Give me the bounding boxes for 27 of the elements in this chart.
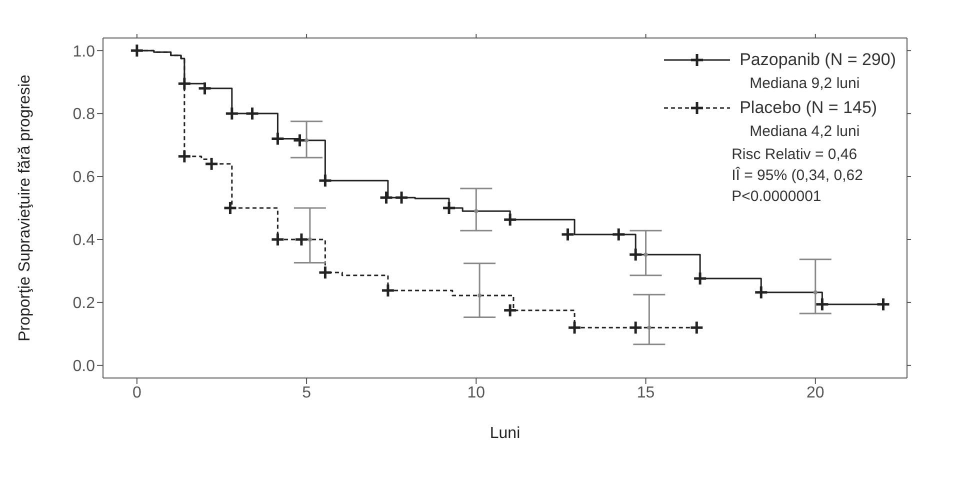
x-axis-title: Luni (490, 425, 520, 442)
y-tick-label: 0.2 (72, 295, 96, 312)
point (647, 326, 652, 330)
x-tick-label: 15 (636, 384, 655, 402)
y-tick-label: 0.6 (72, 169, 96, 186)
point (813, 290, 818, 294)
y-tick-label: 1.0 (72, 43, 96, 60)
point (478, 294, 482, 298)
annotation: P<0.0000001 (730, 187, 822, 207)
y-axis-title: Proporţie Supravieţuire fără progresie (16, 74, 34, 342)
point (308, 237, 312, 242)
y-tick-label: 0.4 (72, 232, 96, 250)
x-tick-label: 20 (806, 384, 824, 402)
x-tick-label: 10 (467, 384, 486, 402)
x-tick-label: 0 (132, 384, 142, 402)
legend-label: Pazopanib (N = 290) (740, 49, 896, 71)
annotation: IÎ = 95% (0,34, 0,62 (730, 166, 864, 186)
point (304, 138, 309, 142)
point (644, 252, 648, 257)
y-tick-label: 0.8 (72, 106, 96, 124)
x-tick-label: 5 (302, 384, 312, 402)
annotation: Mediana 9,2 luni (748, 74, 861, 94)
annotation: Risc Relativ = 0,46 (730, 145, 858, 165)
y-tick-label: 0.0 (72, 358, 96, 376)
point (474, 209, 478, 214)
annotation: Mediana 4,2 luni (748, 122, 861, 142)
legend-label: Placebo (N = 145) (740, 97, 878, 119)
